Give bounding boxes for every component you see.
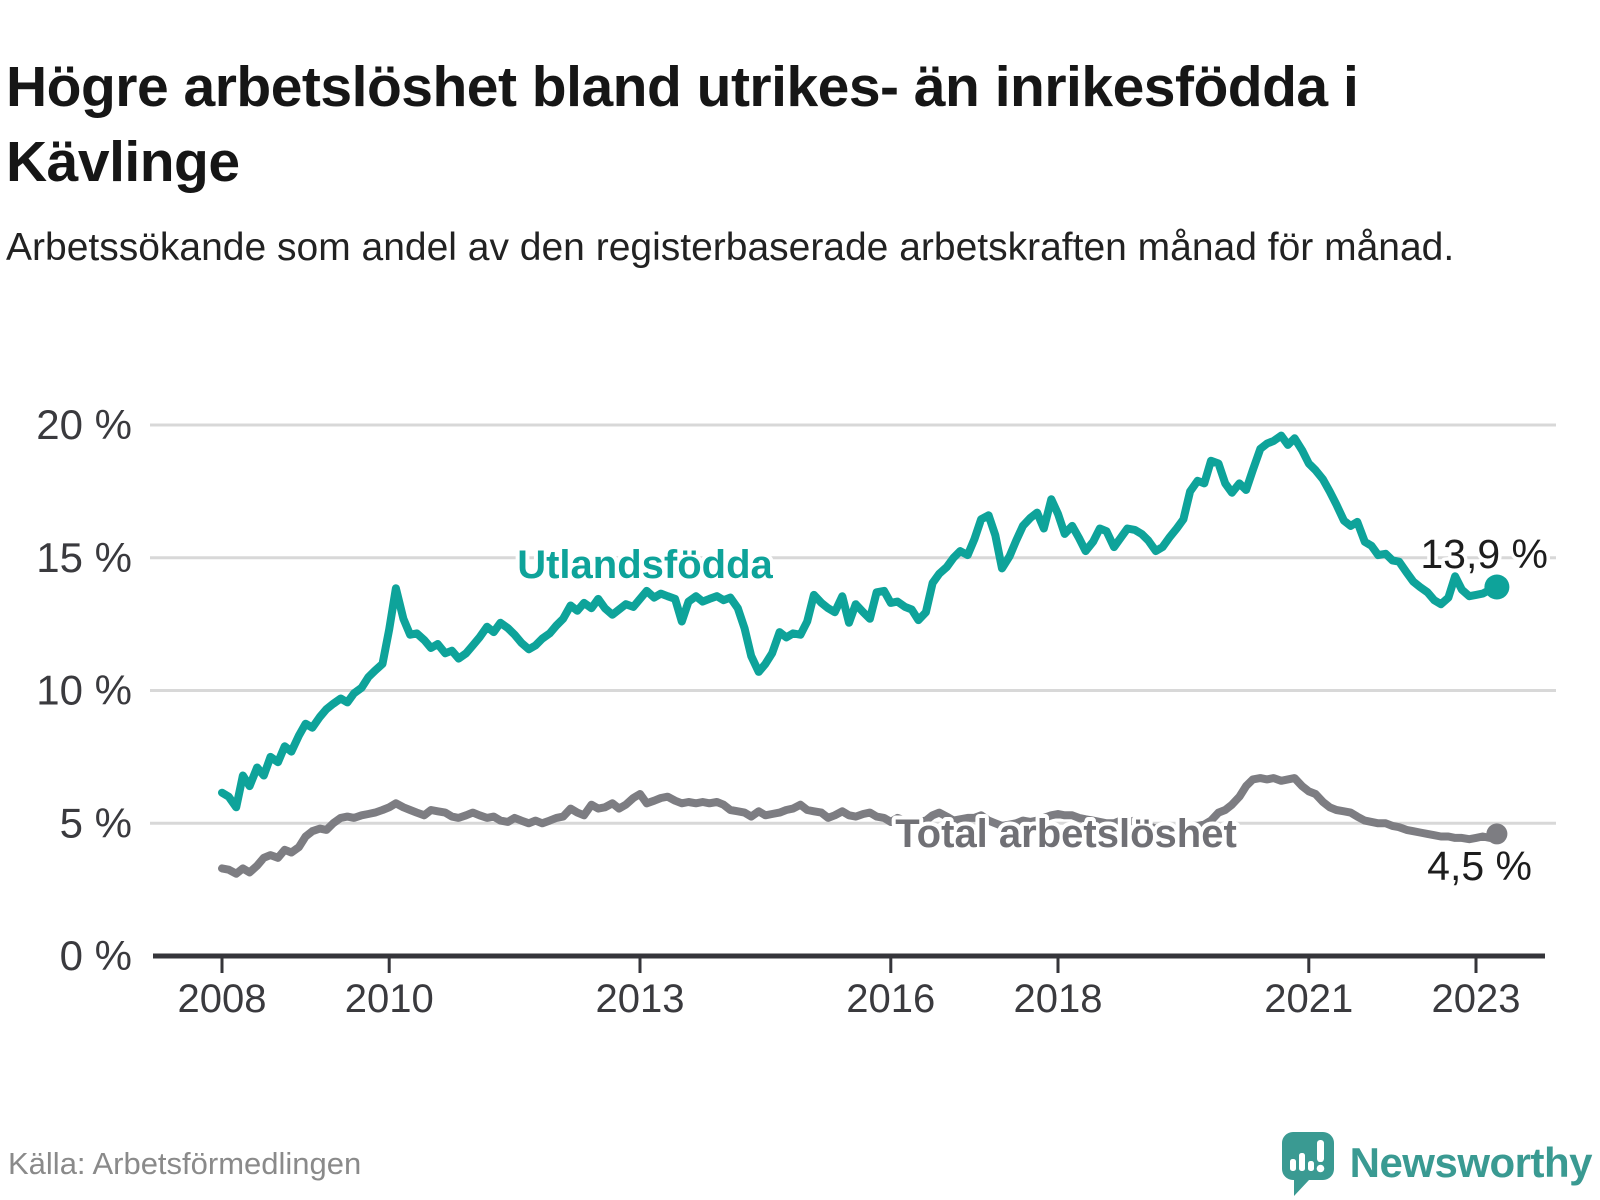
x-tick-label-2021: 2021 — [1264, 977, 1353, 1021]
y-tick-label-0: 0 % — [60, 932, 132, 979]
utlandsfodda-end-dot — [1484, 574, 1510, 600]
x-tick-label-2013: 2013 — [596, 977, 685, 1021]
total-series-label: Total arbetslöshet — [895, 812, 1237, 856]
bar-medium-icon — [1307, 1161, 1314, 1171]
x-tick-label-2018: 2018 — [1014, 977, 1103, 1021]
newsworthy-logo: Newsworthy — [1278, 1128, 1593, 1198]
utlandsfodda-series-label: Utlandsfödda — [517, 543, 773, 587]
page-title: Högre arbetslöshet bland utrikes- än inr… — [6, 55, 1359, 195]
y-tick-label-15: 15 % — [36, 534, 132, 581]
unemployment-line-chart: 2008 2010 2013 2016 2018 2021 2023 0 % 5 % 10 % 15… — [36, 401, 1556, 1021]
exclamation-bar-icon — [1316, 1140, 1324, 1162]
exclamation-dot-icon — [1316, 1164, 1324, 1173]
source-note: Källa: Arbetsförmedlingen — [8, 1146, 362, 1181]
chart-subtitle: Arbetssökande som andel av den registerb… — [6, 226, 1455, 269]
total-end-dot — [1486, 823, 1508, 845]
x-tick-label-2023: 2023 — [1432, 977, 1521, 1021]
total-value-label: 4,5 % — [1427, 843, 1532, 889]
total-line — [218, 774, 1501, 878]
utlandsfodda-value-label: 13,9 % — [1420, 531, 1548, 577]
brand-name: Newsworthy — [1349, 1139, 1593, 1186]
y-tick-label-10: 10 % — [36, 667, 132, 714]
bar-tall-icon — [1298, 1153, 1305, 1171]
newsworthy-logo-icon — [1281, 1132, 1334, 1196]
bar-small-icon — [1289, 1159, 1296, 1171]
utlandsfodda-line — [218, 431, 1501, 812]
x-tick-label-2016: 2016 — [846, 977, 935, 1021]
x-tick-label-2010: 2010 — [345, 977, 434, 1021]
x-tick-label-2008: 2008 — [178, 977, 267, 1021]
y-tick-label-20: 20 % — [36, 401, 132, 448]
y-tick-label-5: 5 % — [60, 799, 132, 846]
